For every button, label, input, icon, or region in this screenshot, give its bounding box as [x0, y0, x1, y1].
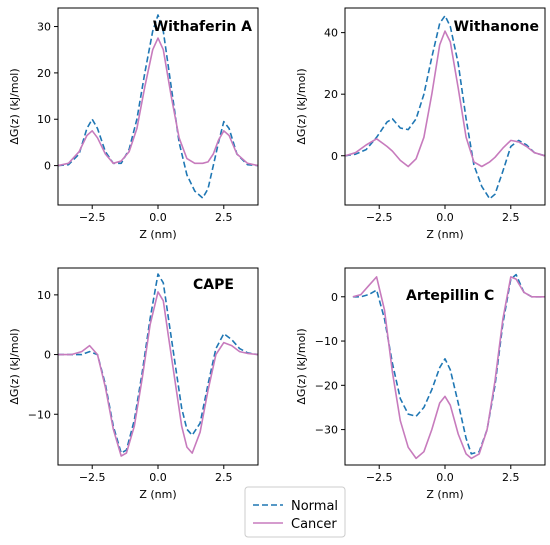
- series-line-normal: [345, 14, 545, 200]
- y-tick-label: −10: [315, 335, 338, 348]
- x-tick-label: −2.5: [366, 211, 393, 224]
- x-axis-label: Z (nm): [139, 488, 176, 501]
- series-line-cancer: [352, 276, 545, 460]
- y-tick-label: 0: [331, 291, 338, 304]
- legend-box: [244, 486, 346, 538]
- y-axis-label: ΔG(z) (kJ/mol): [8, 68, 21, 144]
- panel-title: CAPE: [193, 277, 234, 293]
- y-tick-label: −30: [315, 424, 338, 437]
- legend-normal-label: Normal: [291, 499, 338, 514]
- panel-title: Withanone: [454, 19, 539, 35]
- y-tick-label: 20: [37, 67, 51, 80]
- x-tick-label: 0.0: [149, 471, 167, 484]
- x-tick-label: 0.0: [149, 211, 167, 224]
- y-tick-label: 0: [44, 160, 51, 173]
- x-axis-label: Z (nm): [139, 228, 176, 241]
- y-tick-label: 30: [37, 21, 51, 34]
- legend: Normal Cancer: [244, 486, 346, 538]
- y-tick-label: −20: [315, 379, 338, 392]
- series-line-normal: [352, 273, 545, 455]
- y-tick-label: 0: [331, 150, 338, 163]
- panel-2: −2.5 0.0 2.5 −10 0 10 Z (nm) ΔG(z) (kJ/mol) CAPE: [8, 267, 259, 501]
- series-line-normal: [58, 14, 258, 199]
- y-tick-label: 40: [324, 27, 338, 40]
- x-tick-label: −2.5: [79, 211, 106, 224]
- plot-frame: [344, 7, 546, 206]
- series-line-cancer: [345, 30, 545, 168]
- series-line-cancer: [58, 291, 258, 457]
- panel-title: Withaferin A: [153, 19, 252, 35]
- y-axis-label: ΔG(z) (kJ/mol): [295, 328, 308, 404]
- y-tick-label: 20: [324, 88, 338, 101]
- panel-title: Artepillin C: [406, 288, 494, 304]
- y-axis-label: ΔG(z) (kJ/mol): [8, 328, 21, 404]
- plot-frame: [57, 267, 259, 466]
- x-tick-label: 0.0: [436, 471, 454, 484]
- x-axis-label: Z (nm): [426, 488, 463, 501]
- x-tick-label: 0.0: [436, 211, 454, 224]
- series-line-cancer: [58, 37, 258, 167]
- y-tick-label: −10: [28, 408, 51, 421]
- legend-cancer-label: Cancer: [291, 517, 337, 532]
- x-axis-label: Z (nm): [426, 228, 463, 241]
- x-tick-label: −2.5: [366, 471, 393, 484]
- y-tick-label: 0: [44, 349, 51, 362]
- x-tick-label: 2.5: [502, 471, 520, 484]
- y-axis-label: ΔG(z) (kJ/mol): [295, 68, 308, 144]
- series-line-normal: [58, 273, 258, 454]
- y-tick-label: 10: [37, 113, 51, 126]
- x-tick-label: 2.5: [215, 471, 233, 484]
- panel-3: −2.5 0.0 2.5 −30 −20 −10 0 Z (nm) ΔG(z) (kJ/mol)…: [295, 267, 546, 501]
- panel-0: −2.5 0.0 2.5 0 10 20 30 Z (nm) ΔG(z) (kJ/mol) Wit…: [8, 7, 259, 241]
- panel-1: −2.5 0.0 2.5 0 20 40 Z (nm) ΔG(z) (kJ/mol) Witha…: [295, 7, 546, 241]
- x-tick-label: −2.5: [79, 471, 106, 484]
- x-tick-label: 2.5: [215, 211, 233, 224]
- x-tick-label: 2.5: [502, 211, 520, 224]
- y-tick-label: 10: [37, 289, 51, 302]
